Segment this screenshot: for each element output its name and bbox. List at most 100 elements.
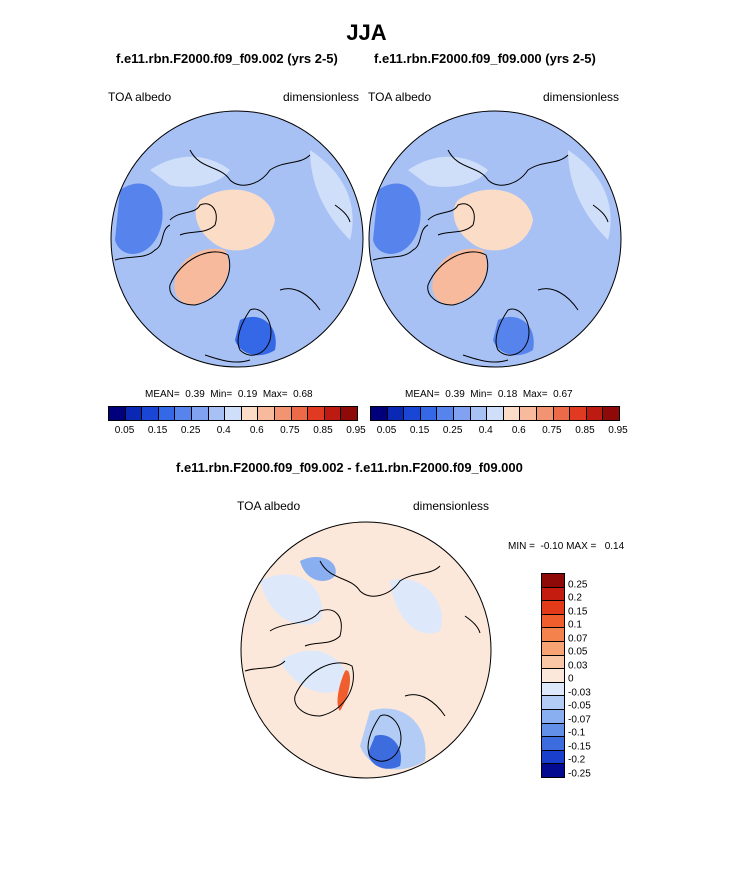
- panel1-colorbar-ticks: 0.05 0.15 0.25 0.4 0.6 0.75 0.85 0.95: [108, 425, 366, 437]
- panel3-colorbar-tick-label: -0.03: [568, 687, 591, 699]
- panel3-negative-region-2: [390, 579, 442, 634]
- panel2-coastlines: [372, 149, 609, 363]
- panel3-coastlines: [244, 560, 481, 762]
- panel1-colorbar-swatch: [109, 407, 126, 420]
- panel3-colorbar-tick-label: -0.15: [568, 741, 591, 753]
- panel3-colorbar-tick-label: 0.03: [568, 660, 588, 672]
- panel1-colorbar-tick-label: 0.85: [313, 425, 333, 436]
- panel3-greenland-positive: [337, 670, 350, 711]
- panel1-colorbar-swatch: [191, 407, 209, 420]
- panel1-colorbar-swatch: [225, 407, 242, 420]
- panel2-colorbar-swatch: [453, 407, 471, 420]
- panel2-units-label: dimensionless: [543, 90, 620, 104]
- panel2-scandinavia-region: [493, 316, 534, 356]
- panel3-colorbar-swatch: [542, 737, 564, 751]
- panel1-colorbar-swatch: [208, 407, 226, 420]
- panel1-colorbar-tick-label: 0.4: [216, 425, 231, 436]
- panel3-colorbar-swatch: [542, 601, 564, 615]
- panel1-colorbar-swatch: [291, 407, 309, 420]
- panel1-cloud-region: [310, 150, 353, 240]
- panel3-negative-region-1: [260, 574, 322, 625]
- panel2-colorbar-tick-label: 0.75: [542, 425, 562, 436]
- panel3-colorbar-tick-label: -0.25: [568, 768, 591, 780]
- panel1-colorbar-swatch: [241, 407, 259, 420]
- panel2-colorbar-swatch: [470, 407, 488, 420]
- panel1-colorbar-swatch: [308, 407, 325, 420]
- panel2-map: [368, 110, 622, 368]
- panel2-greenland: [432, 248, 487, 305]
- panel2-stats: MEAN= 0.39 Min= 0.18 Max= 0.67: [405, 389, 573, 400]
- panel1-colorbar-tick-label: 0.95: [346, 425, 366, 436]
- panel1-low-albedo-region: [115, 183, 163, 254]
- panel2-colorbar-tick-label: 0.25: [442, 425, 463, 436]
- panel2-arctic-ocean-region: [453, 189, 533, 251]
- panel1-colorbar-swatch: [341, 407, 357, 420]
- panel3-colorbar-tick-label: 0.25: [568, 579, 588, 590]
- panel1-units-label: dimensionless: [283, 90, 360, 104]
- panel1-colorbar-swatch: [175, 407, 192, 420]
- panel1-var-label: TOA albedo: [108, 90, 172, 104]
- panel1-colorbar-tick-label: 0.15: [147, 425, 168, 436]
- panel3-colorbar-swatch: [542, 750, 564, 765]
- panel3-colorbar-tick-label: 0: [568, 673, 574, 685]
- panel3-colorbar-tick-label: -0.1: [568, 727, 586, 739]
- panel3-colorbar-swatch: [542, 641, 564, 656]
- panel2-subtitle: f.e11.rbn.F2000.f09_f09.000 (yrs 2-5): [374, 51, 596, 66]
- figure-title: JJA: [346, 20, 387, 45]
- panel1-colorbar-tick-label: 0.05: [114, 425, 135, 436]
- panel2-colorbar-swatch: [520, 407, 537, 420]
- panel2-low-albedo-region: [373, 183, 421, 254]
- panel2-colorbar-swatch: [586, 407, 604, 420]
- panel2-colorbar-swatch: [603, 407, 619, 420]
- panel2-var-label: TOA albedo: [368, 90, 432, 104]
- panel2-colorbar-ticks: 0.05 0.15 0.25 0.4 0.6 0.75 0.85 0.95: [370, 425, 628, 437]
- panel3-colorbar-tick-label: 0.1: [568, 619, 582, 631]
- panel1-map: [110, 110, 364, 368]
- panel1-colorbar-swatch: [258, 407, 275, 420]
- panel3-colorbar-swatch: [542, 574, 564, 588]
- panel1-colorbar-swatch: [142, 407, 159, 420]
- panel3-subtitle: f.e11.rbn.F2000.f09_f09.002 - f.e11.rbn.…: [176, 460, 523, 475]
- panel3-colorbar-swatch: [542, 628, 564, 642]
- panel3-units-label: dimensionless: [413, 499, 490, 513]
- panel2-colorbar-swatch: [437, 407, 454, 420]
- panel2-colorbar-tick-label: 0.15: [409, 425, 430, 436]
- panel3-colorbar-tick-label: -0.2: [568, 754, 586, 766]
- panel3-colorbar-swatch: [542, 764, 564, 777]
- panel2-cloud-region: [568, 150, 611, 240]
- panel2-colorbar-swatch: [503, 407, 521, 420]
- panel3-var-label: TOA albedo: [237, 499, 301, 513]
- panel3-colorbar-swatch: [542, 682, 564, 697]
- panel2-cloud-region-2: [408, 156, 488, 187]
- panel1-subtitle: f.e11.rbn.F2000.f09_f09.002 (yrs 2-5): [116, 51, 338, 66]
- panel1-colorbar-tick-label: 0.25: [180, 425, 201, 436]
- panel1-arctic-ocean-region: [195, 189, 275, 251]
- panel2-colorbar-swatch: [404, 407, 421, 420]
- panel2-colorbar-tick-label: 0.6: [511, 425, 526, 436]
- panel3-colorbar: [541, 573, 565, 778]
- panel3-colorbar-swatch: [542, 696, 564, 710]
- panel2-colorbar-tick-label: 0.05: [376, 425, 397, 436]
- panel2-colorbar-swatch: [570, 407, 587, 420]
- panel2-colorbar: [370, 406, 620, 421]
- panel1-colorbar-swatch: [274, 407, 292, 420]
- panel3-colorbar-tick-label: 0.05: [568, 646, 588, 658]
- panel1-colorbar-swatch: [324, 407, 342, 420]
- panel1-colorbar-swatch: [125, 407, 143, 420]
- panel3-colorbar-tick-label: 0.15: [568, 606, 588, 618]
- panel1-colorbar-tick-label: 0.6: [249, 425, 264, 436]
- panel2-colorbar-swatch: [487, 407, 504, 420]
- panel1-greenland: [174, 248, 229, 305]
- panel3-colorbar-tick-label: 0.2: [568, 592, 582, 604]
- panel2-colorbar-swatch: [387, 407, 405, 420]
- panel3-stats: MIN = -0.10 MAX = 0.14: [508, 541, 625, 552]
- panel1-cloud-region-2: [150, 156, 230, 187]
- panel2-colorbar-tick-label: 0.95: [608, 425, 628, 436]
- panel1-colorbar-swatch: [158, 407, 176, 420]
- panel3-colorbar-swatch: [542, 655, 564, 670]
- panel3-colorbar-swatch: [542, 587, 564, 602]
- panel3-map: [240, 521, 492, 779]
- panel3-colorbar-tick-label: -0.05: [568, 700, 591, 712]
- panel3-colorbar-swatch: [542, 723, 564, 738]
- panel2-colorbar-tick-label: 0.4: [478, 425, 493, 436]
